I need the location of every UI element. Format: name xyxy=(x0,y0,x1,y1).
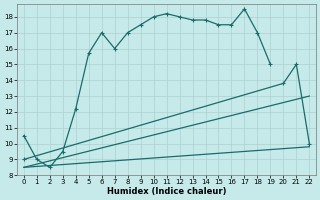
X-axis label: Humidex (Indice chaleur): Humidex (Indice chaleur) xyxy=(107,187,226,196)
